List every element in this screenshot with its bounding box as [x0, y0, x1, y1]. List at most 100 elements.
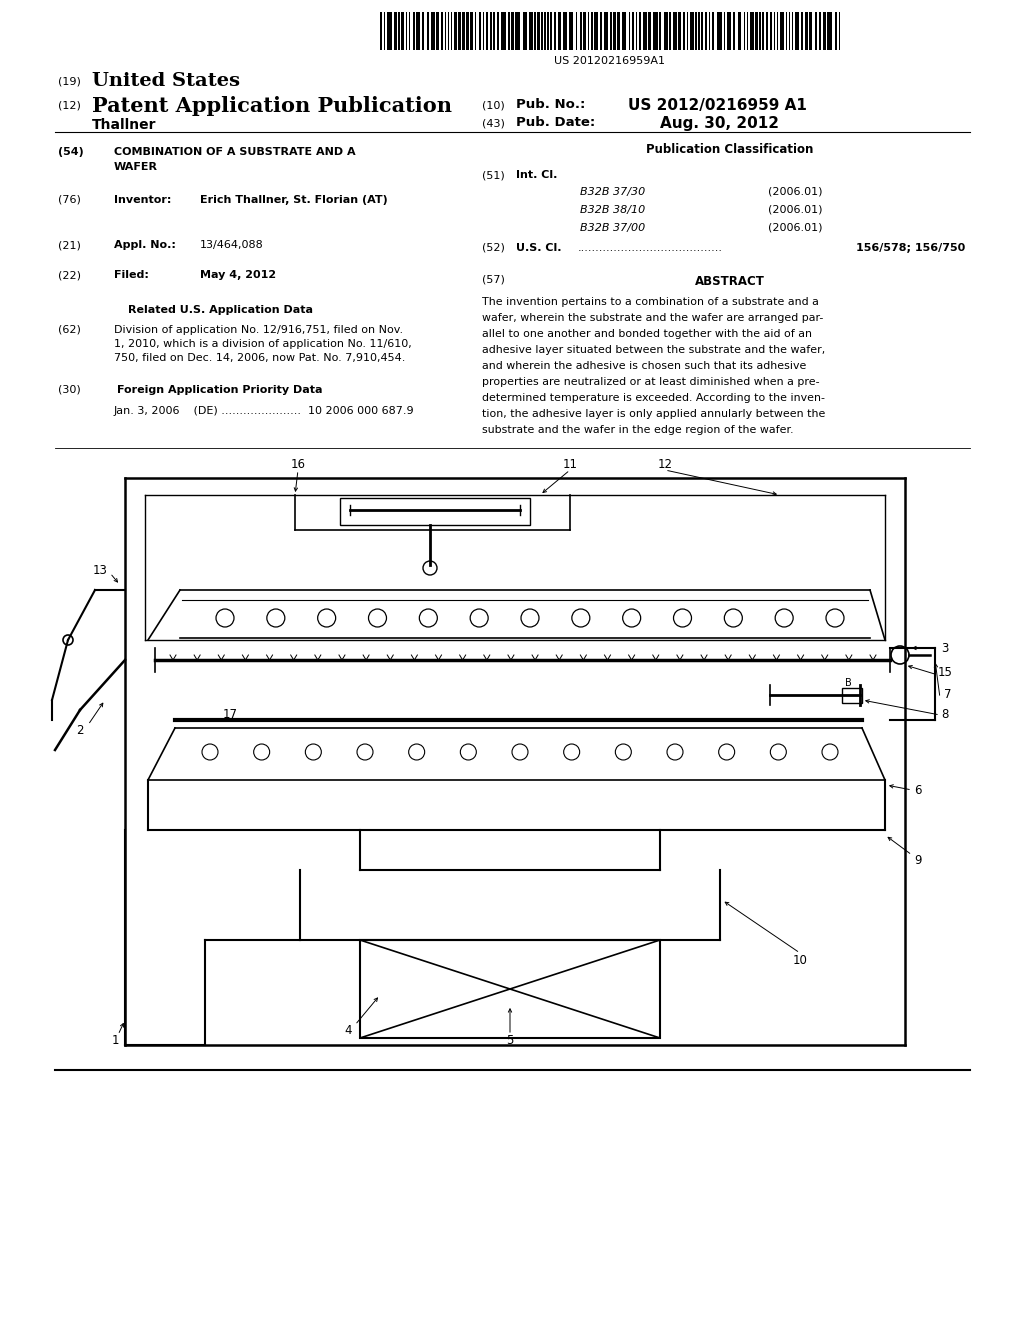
Bar — [801, 12, 803, 50]
Bar — [642, 12, 646, 50]
Bar — [724, 12, 725, 50]
Text: 13: 13 — [92, 564, 108, 577]
Bar — [827, 12, 831, 50]
Bar — [398, 12, 399, 50]
Text: 8: 8 — [941, 709, 948, 722]
Bar — [617, 12, 620, 50]
Text: Division of application No. 12/916,751, filed on Nov.: Division of application No. 12/916,751, … — [114, 325, 403, 335]
Text: (2006.01): (2006.01) — [768, 205, 822, 215]
Text: Jan. 3, 2006    (DE) ......................  10 2006 000 687.9: Jan. 3, 2006 (DE) ......................… — [114, 407, 415, 416]
Bar — [766, 12, 768, 50]
Bar — [823, 12, 825, 50]
Text: 10: 10 — [793, 953, 808, 966]
Text: and wherein the adhesive is chosen such that its adhesive: and wherein the adhesive is chosen such … — [482, 360, 806, 371]
Bar — [664, 12, 668, 50]
Bar — [558, 12, 560, 50]
Text: Foreign Application Priority Data: Foreign Application Priority Data — [118, 385, 323, 395]
Bar — [541, 12, 543, 50]
Text: Publication Classification: Publication Classification — [646, 143, 814, 156]
Bar — [755, 12, 758, 50]
Bar — [394, 12, 396, 50]
Bar — [712, 12, 714, 50]
Bar — [583, 12, 586, 50]
Text: Patent Application Publication: Patent Application Publication — [92, 96, 452, 116]
Bar — [785, 12, 787, 50]
Bar — [591, 12, 593, 50]
Text: (2006.01): (2006.01) — [768, 223, 822, 234]
Bar — [485, 12, 488, 50]
Text: B32B 37/00: B32B 37/00 — [580, 223, 645, 234]
Bar — [454, 12, 457, 50]
Bar — [501, 12, 506, 50]
Text: Inventor:: Inventor: — [114, 195, 171, 205]
Text: 1, 2010, which is a division of application No. 11/610,: 1, 2010, which is a division of applicat… — [114, 339, 412, 348]
Bar — [750, 12, 754, 50]
Text: allel to one another and bonded together with the aid of an: allel to one another and bonded together… — [482, 329, 812, 339]
Text: ABSTRACT: ABSTRACT — [695, 275, 765, 288]
Text: (2006.01): (2006.01) — [768, 187, 822, 197]
Bar — [427, 12, 428, 50]
Text: (22): (22) — [58, 271, 81, 280]
Text: (12): (12) — [58, 100, 81, 110]
Text: Filed:: Filed: — [114, 271, 148, 280]
Bar — [639, 12, 640, 50]
Text: wafer, wherein the substrate and the wafer are arranged par-: wafer, wherein the substrate and the waf… — [482, 313, 823, 323]
Text: US 2012/0216959 A1: US 2012/0216959 A1 — [628, 98, 807, 114]
Bar — [387, 12, 392, 50]
Bar — [490, 12, 492, 50]
Bar — [818, 12, 821, 50]
Bar — [636, 12, 637, 50]
Text: 13/464,088: 13/464,088 — [200, 240, 264, 249]
Text: 1: 1 — [112, 1034, 119, 1047]
Text: Related U.S. Application Data: Related U.S. Application Data — [128, 305, 312, 315]
Bar — [515, 12, 520, 50]
Bar — [550, 12, 552, 50]
Bar — [422, 12, 424, 50]
Bar — [659, 12, 660, 50]
Bar — [678, 12, 681, 50]
Bar — [610, 12, 611, 50]
Text: Int. Cl.: Int. Cl. — [516, 170, 557, 180]
Text: 17: 17 — [222, 709, 238, 722]
Text: United States: United States — [92, 73, 240, 90]
Text: (10): (10) — [482, 100, 505, 110]
Text: 16: 16 — [291, 458, 305, 471]
Bar — [622, 12, 626, 50]
Bar — [462, 12, 465, 50]
Text: (19): (19) — [58, 77, 81, 86]
Bar — [409, 12, 410, 50]
Bar — [743, 12, 745, 50]
Bar — [544, 12, 546, 50]
Bar — [440, 12, 443, 50]
Bar — [474, 12, 476, 50]
Bar — [436, 12, 438, 50]
Text: B32B 38/10: B32B 38/10 — [580, 205, 645, 215]
Bar — [652, 12, 657, 50]
Bar — [594, 12, 598, 50]
Bar — [528, 12, 532, 50]
Bar — [795, 12, 799, 50]
Bar — [792, 12, 793, 50]
Bar — [466, 12, 469, 50]
Bar — [746, 12, 748, 50]
Bar — [511, 12, 513, 50]
Bar — [773, 12, 775, 50]
Text: B: B — [845, 678, 851, 688]
Bar — [686, 12, 688, 50]
Bar — [451, 12, 452, 50]
Bar — [447, 12, 449, 50]
Text: 11: 11 — [562, 458, 578, 471]
Bar — [430, 12, 434, 50]
Text: substrate and the wafer in the edge region of the wafer.: substrate and the wafer in the edge regi… — [482, 425, 794, 436]
Text: Aug. 30, 2012: Aug. 30, 2012 — [660, 116, 779, 131]
Text: properties are neutralized or at least diminished when a pre-: properties are neutralized or at least d… — [482, 378, 819, 387]
Text: Pub. Date:: Pub. Date: — [516, 116, 595, 129]
Text: (21): (21) — [58, 240, 81, 249]
Text: 750, filed on Dec. 14, 2006, now Pat. No. 7,910,454.: 750, filed on Dec. 14, 2006, now Pat. No… — [114, 352, 406, 363]
Text: 156/578; 156/750: 156/578; 156/750 — [856, 243, 965, 253]
Bar — [534, 12, 536, 50]
Bar — [554, 12, 556, 50]
Bar — [599, 12, 602, 50]
Bar — [809, 12, 811, 50]
Bar — [705, 12, 707, 50]
